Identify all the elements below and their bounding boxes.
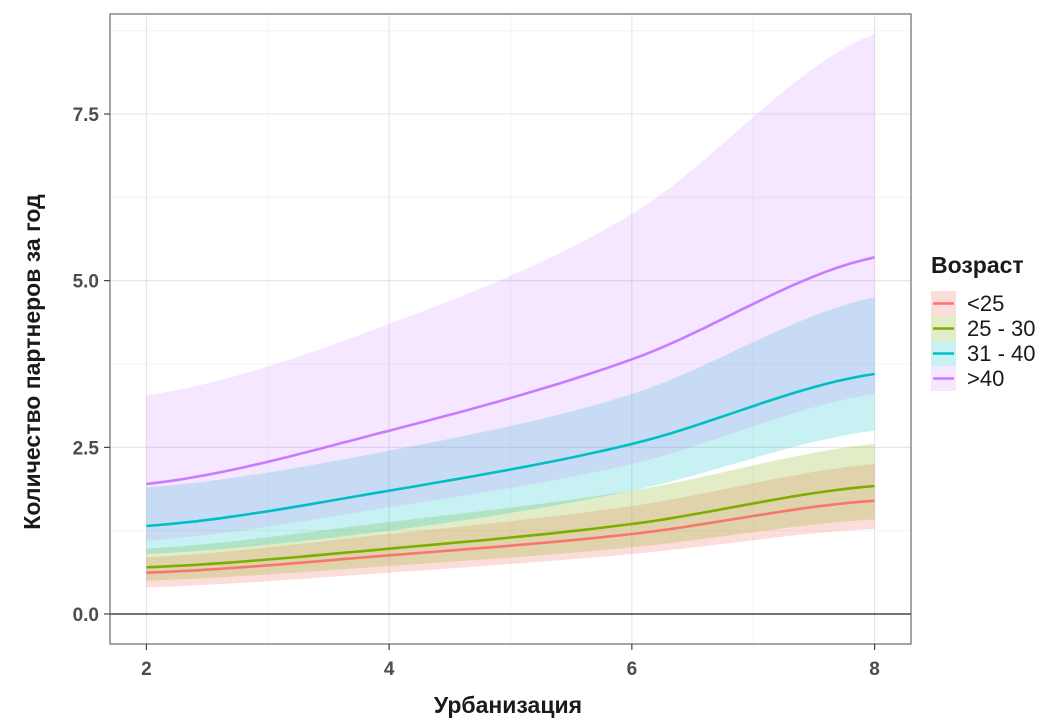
x-tick-label: 8 bbox=[869, 659, 880, 680]
x-tick-label: 2 bbox=[141, 659, 152, 680]
legend-label: <25 bbox=[967, 291, 1004, 316]
y-tick-label: 2.5 bbox=[73, 438, 100, 459]
line-series-2 bbox=[146, 372, 875, 528]
line-series-3 bbox=[146, 256, 875, 486]
line-series-1 bbox=[146, 484, 875, 569]
series-lines bbox=[146, 256, 875, 574]
x-axis-title: Урбанизация bbox=[434, 692, 582, 718]
gridlines bbox=[110, 14, 911, 644]
y-tick-label: 0.0 bbox=[73, 605, 99, 626]
x-tick-label: 6 bbox=[627, 659, 638, 680]
legend-label: >40 bbox=[967, 366, 1004, 391]
ribbon-series-1 bbox=[146, 444, 875, 581]
panel-border bbox=[109, 13, 912, 645]
y-tick-label: 7.5 bbox=[73, 105, 100, 126]
line-series-0 bbox=[146, 499, 875, 574]
legend-title: Возраст bbox=[931, 252, 1024, 278]
confidence-ribbons bbox=[146, 34, 875, 588]
ribbon-series-2 bbox=[146, 297, 875, 554]
y-tick-label: 5.0 bbox=[73, 272, 99, 293]
legend-label: 31 - 40 bbox=[967, 341, 1036, 366]
ribbon-series-3 bbox=[146, 34, 875, 541]
x-tick-label: 4 bbox=[384, 659, 395, 680]
ribbon-series-0 bbox=[146, 464, 875, 588]
axes: 2 4 6 8 0.0 2.5 5.0 7.5 bbox=[73, 13, 912, 680]
legend-label: 25 - 30 bbox=[967, 316, 1036, 341]
y-axis-title: Количество партнеров за год bbox=[19, 194, 45, 530]
